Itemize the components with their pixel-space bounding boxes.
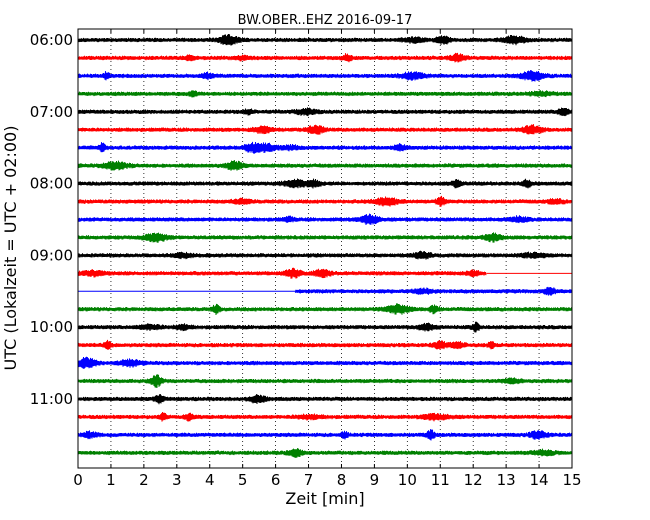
x-tick-label-1: 1: [106, 471, 116, 489]
x-axis-label: Zeit [min]: [285, 489, 364, 508]
x-tick-label-8: 8: [337, 471, 347, 489]
plot-area: [78, 29, 572, 468]
x-tick-label-3: 3: [172, 471, 182, 489]
y-tick-label-12: 09:00: [30, 246, 73, 264]
y-axis-label: UTC (Lokalzeit = UTC + 02:00): [1, 126, 20, 371]
y-tick-label-8: 08:00: [30, 175, 73, 193]
y-tick-label-0: 06:00: [30, 31, 73, 49]
x-tick-label-4: 4: [205, 471, 215, 489]
x-tick-label-13: 13: [497, 471, 516, 489]
x-tick-label-7: 7: [304, 471, 314, 489]
x-tick-label-0: 0: [73, 471, 83, 489]
x-tick-label-5: 5: [238, 471, 248, 489]
x-tick-label-14: 14: [530, 471, 549, 489]
x-tick-label-9: 9: [370, 471, 380, 489]
x-tick-label-10: 10: [398, 471, 417, 489]
y-tick-label-20: 11:00: [30, 390, 73, 408]
y-tick-label-16: 10:00: [30, 318, 73, 336]
x-tick-label-15: 15: [562, 471, 581, 489]
y-tick-label-4: 07:00: [30, 103, 73, 121]
x-tick-label-11: 11: [431, 471, 450, 489]
chart-title: BW.OBER..EHZ 2016-09-17: [238, 13, 413, 28]
x-tick-label-12: 12: [464, 471, 483, 489]
x-tick-label-6: 6: [271, 471, 281, 489]
x-tick-label-2: 2: [139, 471, 149, 489]
